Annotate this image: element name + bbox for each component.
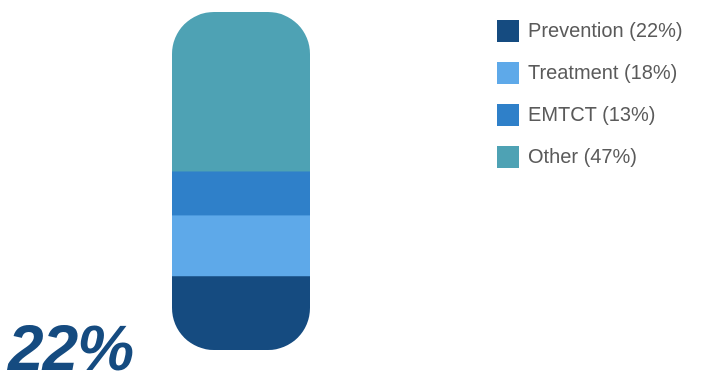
legend-swatch — [497, 62, 519, 84]
legend-label: Treatment (18%) — [528, 61, 678, 84]
legend-label: Other (47%) — [528, 145, 637, 168]
segment-other — [172, 12, 310, 172]
legend-item-treatment: Treatment (18%) — [497, 52, 683, 94]
legend-swatch — [497, 20, 519, 42]
legend-item-emtct: EMTCT (13%) — [497, 94, 683, 136]
legend-swatch — [497, 104, 519, 126]
legend-item-prevention: Prevention (22%) — [497, 10, 683, 52]
legend: Prevention (22%) Treatment (18%) EMTCT (… — [497, 10, 683, 178]
legend-label: EMTCT (13%) — [528, 103, 656, 126]
legend-swatch — [497, 146, 519, 168]
segment-treatment — [172, 214, 310, 277]
chart-segments — [172, 12, 310, 350]
legend-label: Prevention (22%) — [528, 19, 683, 42]
legend-item-other: Other (47%) — [497, 136, 683, 178]
segment-emtct — [172, 170, 310, 216]
highlight-percent: 22% — [8, 312, 134, 384]
segment-prevention — [172, 275, 310, 350]
